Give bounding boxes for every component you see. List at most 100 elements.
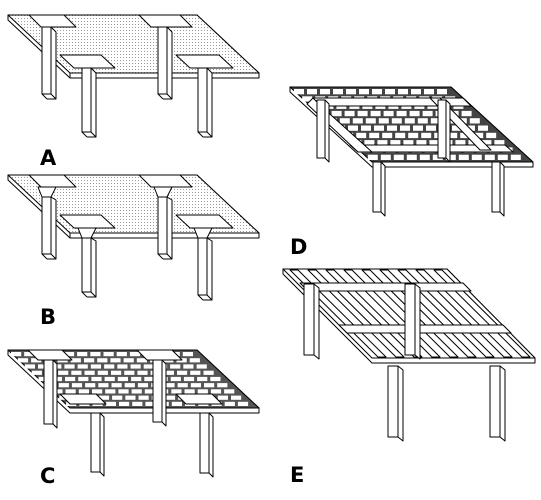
coffer: [137, 383, 149, 388]
coffer: [90, 364, 101, 369]
coffer: [352, 118, 363, 124]
coffer: [171, 389, 182, 394]
coffer: [396, 110, 407, 117]
coffer: [196, 364, 207, 369]
coffer: [190, 370, 201, 375]
panel-b-drawing: [7, 174, 260, 301]
coffer: [145, 401, 156, 406]
coffer: [183, 364, 194, 369]
panel-b-label: B: [40, 305, 56, 329]
coffer: [131, 389, 142, 394]
coffer: [117, 376, 128, 382]
coffer: [387, 125, 397, 131]
coffer: [494, 140, 505, 146]
coffer: [197, 376, 208, 382]
coffer: [224, 389, 235, 394]
coffer: [170, 376, 181, 382]
coffer: [471, 154, 482, 160]
coffer: [429, 140, 440, 146]
coffer: [370, 110, 381, 117]
coffer: [124, 370, 135, 375]
coffer: [320, 89, 330, 95]
coffer: [144, 376, 155, 382]
coffer: [497, 154, 508, 160]
coffer: [171, 401, 182, 406]
coffer: [131, 376, 142, 382]
coffer: [348, 125, 358, 131]
coffer: [231, 395, 242, 400]
coffer: [24, 364, 35, 369]
coffer: [224, 401, 235, 406]
coffer: [65, 376, 76, 382]
coffer: [403, 140, 414, 146]
coffer: [31, 358, 42, 363]
coffer: [302, 96, 313, 102]
coffer: [130, 364, 141, 369]
coffer: [333, 89, 343, 95]
coffer: [356, 132, 367, 139]
panel-d-drawing: [289, 86, 534, 217]
coffer: [189, 358, 200, 363]
coffer: [346, 89, 356, 95]
coffer: [84, 370, 95, 375]
coffer: [307, 89, 317, 95]
coffer: [182, 352, 193, 357]
coffer: [164, 383, 175, 388]
coffer: [90, 352, 101, 357]
coffer: [58, 383, 69, 388]
coffer: [17, 358, 29, 363]
coffer: [339, 118, 350, 124]
coffer: [77, 364, 88, 369]
coffer: [364, 140, 375, 146]
coffer: [390, 140, 401, 146]
coffer: [400, 125, 410, 131]
coffer: [481, 140, 492, 146]
coffer: [374, 125, 384, 131]
panel-c-label: C: [40, 464, 55, 488]
coffer: [163, 370, 174, 375]
coffer: [124, 383, 135, 388]
coffer: [103, 352, 114, 357]
coffer: [430, 118, 441, 124]
coffer: [478, 125, 488, 131]
coffer: [111, 370, 122, 375]
coffer: [78, 376, 89, 382]
coffer: [413, 125, 423, 131]
coffer: [486, 132, 497, 139]
coffer: [63, 352, 75, 357]
coffer: [445, 154, 456, 160]
panel-e-drawing: [282, 268, 536, 442]
coffer: [164, 395, 176, 400]
coffer: [419, 154, 430, 160]
coffer: [78, 389, 89, 394]
coffer: [460, 132, 471, 139]
coffer: [71, 370, 82, 375]
coffer: [416, 140, 427, 146]
coffer: [71, 383, 83, 388]
panel-e-label: E: [290, 463, 304, 487]
coffer: [204, 383, 215, 388]
coffer: [395, 132, 406, 139]
coffer: [458, 154, 469, 160]
coffer: [406, 154, 417, 160]
coffer: [119, 401, 130, 406]
coffer: [31, 370, 42, 375]
coffer: [357, 110, 368, 117]
coffer: [484, 154, 495, 160]
coffer: [455, 140, 466, 146]
coffer: [421, 132, 432, 139]
coffer: [452, 125, 462, 131]
coffer: [116, 352, 127, 357]
coffer: [112, 395, 123, 400]
coffer: [210, 376, 221, 382]
coffer: [461, 110, 472, 117]
coffer: [118, 389, 129, 394]
coffer: [359, 89, 369, 95]
coffer: [331, 110, 342, 117]
coffer: [469, 118, 480, 124]
coffer: [365, 118, 376, 124]
panel-a-drawing: [7, 14, 260, 138]
coffer: [65, 389, 76, 394]
panel-c-drawing: [7, 349, 260, 478]
